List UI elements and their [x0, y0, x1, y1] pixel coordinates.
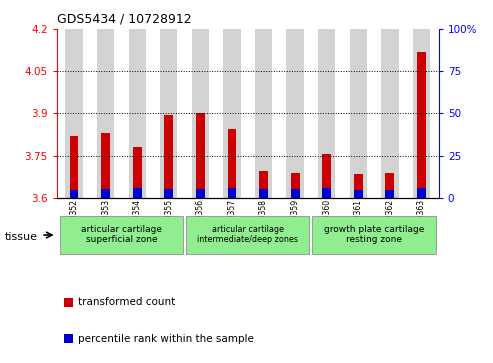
Bar	[66, 29, 83, 198]
Bar	[223, 29, 241, 198]
Bar	[101, 133, 110, 198]
Bar	[386, 172, 394, 198]
Bar	[354, 174, 363, 198]
Text: tissue: tissue	[5, 232, 38, 242]
Bar	[417, 52, 426, 198]
Bar	[101, 189, 110, 198]
Bar	[291, 189, 300, 198]
Bar	[228, 129, 236, 198]
FancyBboxPatch shape	[313, 216, 436, 254]
Bar	[386, 190, 394, 198]
Text: GDS5434 / 10728912: GDS5434 / 10728912	[57, 13, 191, 26]
Bar	[350, 29, 367, 198]
FancyBboxPatch shape	[60, 216, 183, 254]
Bar	[291, 172, 300, 198]
Bar	[318, 29, 335, 198]
Bar	[255, 29, 272, 198]
Bar	[417, 188, 426, 198]
Text: percentile rank within the sample: percentile rank within the sample	[78, 334, 254, 344]
Bar	[259, 189, 268, 198]
Bar	[70, 190, 78, 198]
Bar	[133, 147, 141, 198]
Text: growth plate cartilage
resting zone: growth plate cartilage resting zone	[324, 224, 424, 244]
Bar	[413, 29, 430, 198]
Bar	[196, 114, 205, 198]
Bar	[129, 29, 146, 198]
Bar	[70, 136, 78, 198]
Bar	[160, 29, 177, 198]
Bar	[196, 189, 205, 198]
FancyBboxPatch shape	[186, 216, 309, 254]
Bar	[164, 115, 173, 198]
Text: articular cartilage
superficial zone: articular cartilage superficial zone	[81, 224, 162, 244]
Bar	[381, 29, 398, 198]
Text: transformed count: transformed count	[78, 297, 175, 307]
Bar	[228, 188, 236, 198]
Text: articular cartilage
intermediate/deep zones: articular cartilage intermediate/deep zo…	[197, 224, 298, 244]
Bar	[192, 29, 209, 198]
Bar	[322, 188, 331, 198]
Bar	[286, 29, 304, 198]
Bar	[322, 154, 331, 198]
Bar	[354, 190, 363, 198]
Bar	[164, 189, 173, 198]
Bar	[259, 171, 268, 198]
Bar	[97, 29, 114, 198]
Bar	[133, 188, 141, 198]
